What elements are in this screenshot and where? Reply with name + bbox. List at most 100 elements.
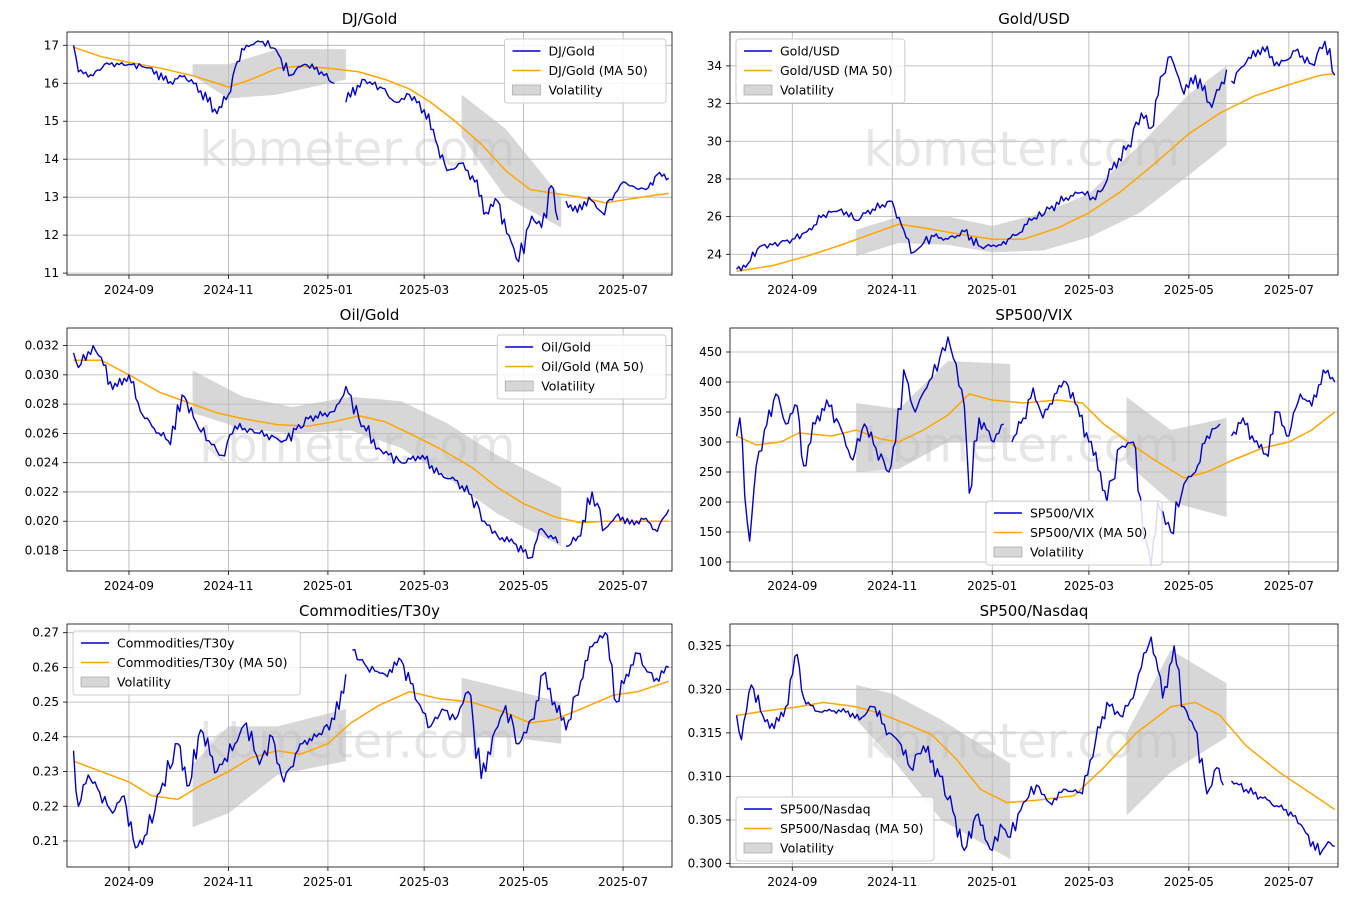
volatility-band — [192, 709, 346, 828]
y-tick-label: 0.024 — [25, 456, 59, 470]
legend-volatility-swatch — [512, 84, 541, 96]
axes-frame — [729, 31, 1339, 276]
price-line — [735, 336, 1004, 542]
legend: Oil/Gold Oil/Gold (MA 50) Volatility — [496, 334, 667, 400]
axes-frame — [729, 623, 1339, 868]
price-line — [72, 344, 559, 559]
y-tick-label: 0.022 — [25, 485, 59, 499]
legend-ma-label: SP500/VIX (MA 50) — [1030, 525, 1147, 540]
x-tick-label: 2025-03 — [399, 875, 449, 889]
legend-volatility-swatch — [504, 380, 534, 392]
y-tick-label: 32 — [707, 97, 722, 111]
legend-price-label: Oil/Gold — [541, 340, 591, 355]
chart-title: DJ/Gold — [342, 10, 398, 28]
x-tick-label: 2025-03 — [399, 579, 449, 593]
x-tick-label: 2025-05 — [1164, 283, 1214, 297]
plot-area: kbmeter.com — [735, 636, 1336, 860]
chart-title: Oil/Gold — [340, 306, 400, 324]
legend-volatility-swatch — [80, 676, 110, 688]
legend-price-label: SP500/VIX — [1030, 506, 1095, 521]
y-tick-label: 0.27 — [32, 626, 59, 640]
legend-volatility-label: Volatility — [117, 675, 172, 690]
plot-area: kbmeter.com — [72, 631, 670, 849]
x-tick-label: 2025-07 — [1264, 283, 1314, 297]
y-tick-label: 0.300 — [688, 857, 722, 871]
y-tick-label: 250 — [699, 465, 722, 479]
x-tick-label: 2025-07 — [598, 283, 648, 297]
legend-price-label: Gold/USD — [780, 44, 840, 59]
y-tick-label: 0.320 — [688, 682, 722, 696]
y-tick-label: 30 — [707, 134, 722, 148]
x-tick-label: 2025-03 — [1064, 283, 1114, 297]
x-tick-label: 2025-07 — [1264, 875, 1314, 889]
y-tick-label: 34 — [707, 59, 722, 73]
y-tick-label: 0.22 — [32, 799, 59, 813]
x-tick-label: 2025-03 — [399, 283, 449, 297]
legend-ma-label: DJ/Gold (MA 50) — [549, 63, 648, 78]
legend-volatility-swatch — [993, 546, 1023, 558]
x-tick-label: 2024-11 — [203, 875, 253, 889]
chart-panel-2: Oil/Gold 2024-09 2024-11 2025-01 2025-03 2025… — [25, 306, 673, 593]
y-tick-label: 14 — [44, 152, 59, 166]
x-tick-label: 2024-11 — [203, 283, 253, 297]
volatility-band — [856, 684, 1011, 860]
legend-ma-label: Gold/USD (MA 50) — [780, 63, 893, 78]
y-tick-label: 0.020 — [25, 514, 59, 528]
x-tick-label: 2025-05 — [1164, 579, 1214, 593]
plot-area: kbmeter.com — [72, 344, 670, 559]
legend-box — [735, 796, 935, 862]
axes-frame — [729, 327, 1339, 572]
x-tick-label: 2024-09 — [767, 875, 817, 889]
legend-box — [72, 630, 301, 696]
legend-volatility-label: Volatility — [549, 83, 604, 98]
legend-ma-label: Oil/Gold (MA 50) — [541, 359, 644, 374]
price-line — [1011, 380, 1221, 566]
legend-ma-label: SP500/Nasdaq (MA 50) — [780, 821, 924, 836]
price-line — [1230, 369, 1336, 457]
legend-volatility-swatch — [743, 84, 773, 96]
price-line — [735, 636, 1224, 852]
legend: SP500/Nasdaq SP500/Nasdaq (MA 50) Volatili… — [735, 796, 935, 862]
plot-area: kbmeter.com — [72, 39, 670, 263]
chart-title: Commodities/T30y — [299, 602, 440, 620]
y-tick-label: 450 — [699, 345, 722, 359]
volatility-band — [461, 94, 562, 228]
ma-50-line — [73, 359, 669, 524]
y-tick-label: 16 — [44, 76, 59, 90]
legend-box — [504, 38, 667, 104]
volatility-band — [856, 65, 1227, 257]
x-tick-label: 2024-11 — [867, 875, 917, 889]
price-line — [736, 55, 1228, 272]
ma-50-line — [73, 680, 669, 801]
y-tick-label: 13 — [44, 190, 59, 204]
price-line — [352, 631, 670, 780]
y-tick-label: 0.026 — [25, 426, 59, 440]
y-tick-label: 26 — [707, 210, 722, 224]
ma-50-line — [73, 46, 669, 204]
price-line — [72, 39, 335, 115]
x-tick-label: 2025-01 — [967, 283, 1017, 297]
ma-50-line — [736, 72, 1335, 272]
plot-area: kbmeter.com — [735, 336, 1336, 566]
x-tick-label: 2025-01 — [303, 579, 353, 593]
x-tick-label: 2025-07 — [598, 875, 648, 889]
y-tick-label: 0.315 — [688, 726, 722, 740]
y-tick-label: 350 — [699, 405, 722, 419]
chart-panel-3: SP500/VIX 2024-09 2024-11 2025-01 2025-03 202… — [699, 306, 1339, 593]
legend-volatility-label: Volatility — [780, 83, 835, 98]
volatility-band — [192, 370, 562, 547]
price-line — [345, 78, 559, 263]
y-tick-label: 11 — [44, 266, 59, 280]
legend-price-label: SP500/Nasdaq — [780, 802, 871, 817]
price-line — [1230, 40, 1336, 85]
y-tick-label: 400 — [699, 375, 722, 389]
legend-price-label: DJ/Gold — [549, 44, 595, 59]
legend-box — [496, 334, 667, 400]
axes-frame — [66, 31, 673, 276]
legend-box — [985, 500, 1163, 566]
legend: Gold/USD Gold/USD (MA 50) Volatility — [735, 38, 906, 104]
x-tick-label: 2025-07 — [598, 579, 648, 593]
y-tick-label: 0.26 — [32, 660, 59, 674]
